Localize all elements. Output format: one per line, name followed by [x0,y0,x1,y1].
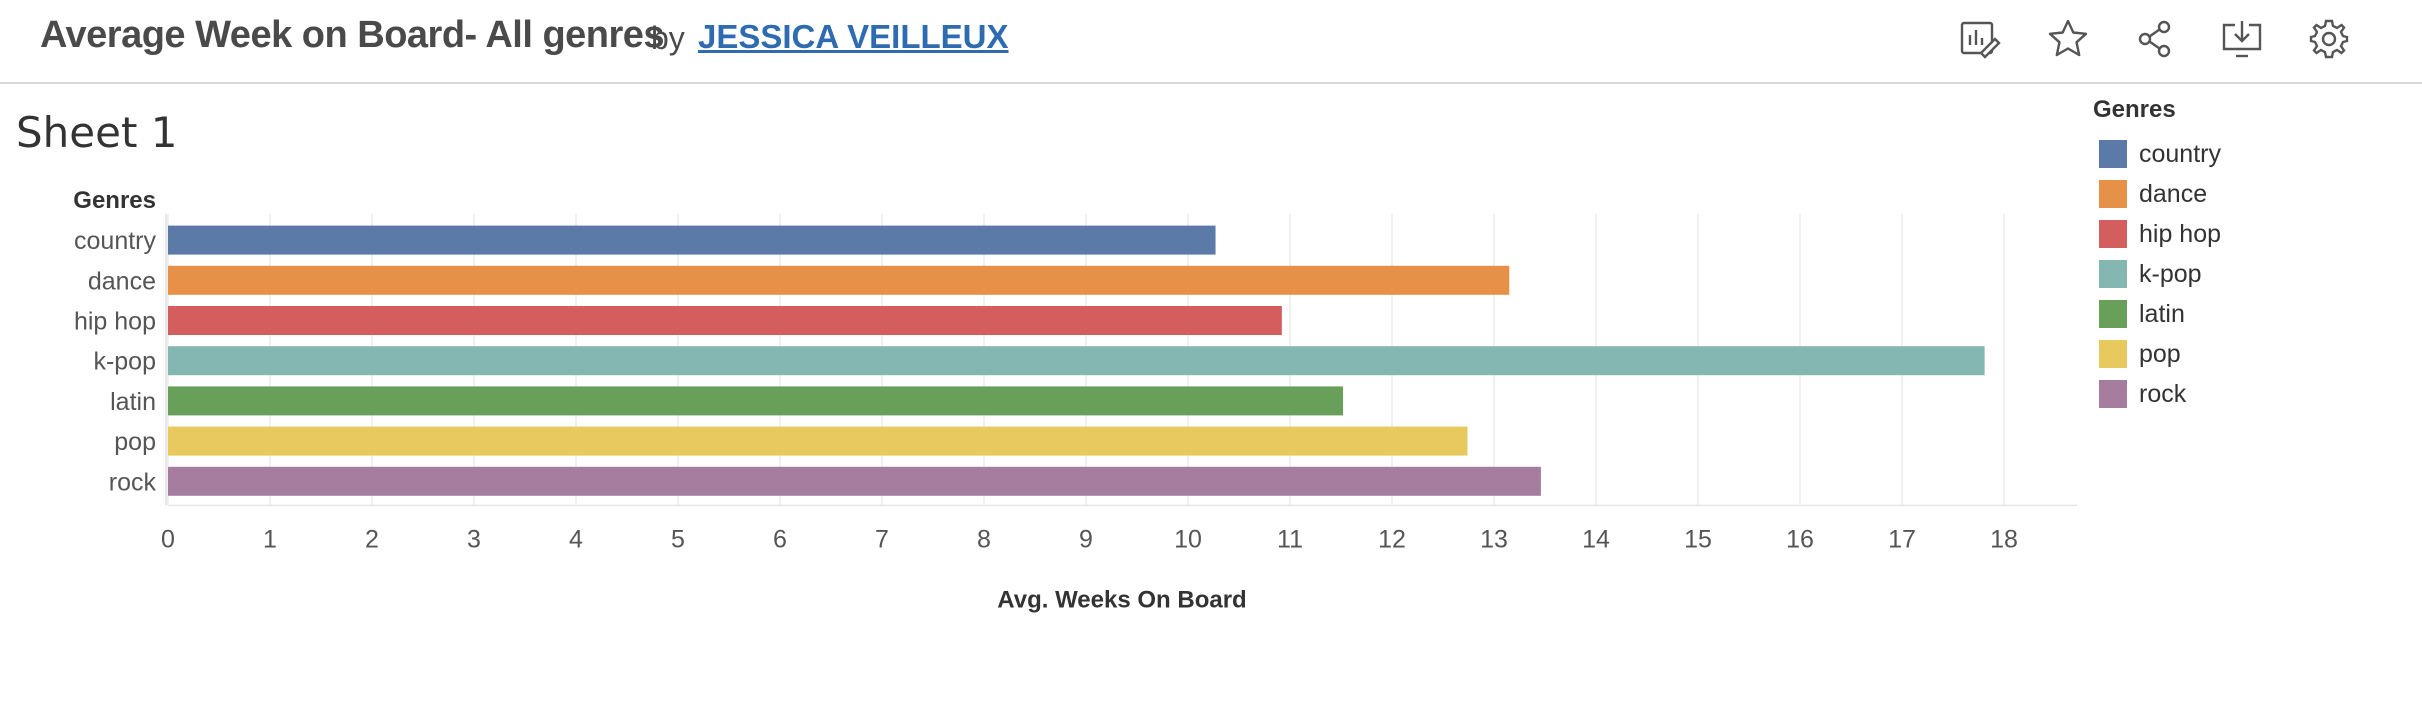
legend-swatch [2099,340,2127,368]
x-tick-label: 9 [1079,525,1093,553]
x-tick-label: 0 [161,525,175,553]
edit-metrics-icon[interactable] [1958,17,2002,61]
bar-dance[interactable] [168,265,1510,295]
author-link[interactable]: JESSICA VEILLEUX [698,18,1009,55]
legend: Genres country dance hip hop k-pop latin pop r… [2093,96,2221,414]
bar-latin[interactable] [168,386,1344,416]
x-tick-label: 11 [1277,525,1303,553]
legend-swatch [2099,180,2127,208]
legend-label: hip hop [2139,219,2222,248]
x-tick-label: 1 [263,525,277,553]
bar-chart: Genres country dance hip hop k-pop latin pop ro… [73,187,2077,613]
legend-item-pop[interactable]: pop [2093,334,2221,374]
legend-item-hip-hop[interactable]: hip hop [2093,214,2221,254]
x-tick-label: 17 [1888,525,1916,553]
x-tick-label: 8 [977,525,991,553]
y-tick-label: dance [88,267,156,295]
y-tick-label: latin [110,388,156,416]
legend-item-k-pop[interactable]: k-pop [2093,254,2221,294]
sheet-title: Sheet 1 [16,108,178,157]
legend-swatch [2099,380,2127,408]
legend-item-latin[interactable]: latin [2093,294,2221,334]
y-tick-label: rock [109,468,157,496]
x-tick-label: 4 [569,525,583,553]
x-tick-label: 6 [773,525,787,553]
legend-item-rock[interactable]: rock [2093,374,2221,414]
bar-hip-hop[interactable] [168,306,1282,335]
legend-swatch [2099,140,2127,168]
legend-label: rock [2139,379,2187,408]
x-tick-label: 2 [365,525,379,553]
legend-label: k-pop [2139,259,2202,288]
settings-gear-icon[interactable] [2307,17,2351,61]
download-icon[interactable] [2220,17,2264,61]
x-tick-label: 5 [671,525,685,553]
legend-swatch [2099,260,2127,288]
x-tick-label: 13 [1480,525,1508,553]
x-tick-label: 15 [1684,525,1712,553]
x-axis-title: Avg. Weeks On Board [997,586,1246,613]
legend-label: latin [2139,299,2185,328]
favorite-star-icon[interactable] [2046,17,2090,61]
x-tick-label: 16 [1786,525,1814,553]
y-tick-label: country [74,227,156,255]
legend-item-dance[interactable]: dance [2093,174,2221,214]
viz-title: Average Week on Board- All genres [40,14,665,56]
dashboard-toolbar: Average Week on Board- All genres by JES… [0,0,2422,84]
y-axis-title: Genres [73,187,156,214]
legend-label: dance [2139,179,2208,208]
x-tick-label: 12 [1378,525,1406,553]
bar-country[interactable] [168,225,1216,255]
y-tick-label: hip hop [74,308,156,336]
share-icon[interactable] [2133,17,2177,61]
x-tick-label: 7 [875,525,889,553]
y-tick-label: k-pop [93,348,156,376]
legend-label: pop [2139,339,2181,368]
bar-pop[interactable] [168,426,1468,456]
y-tick-label: pop [114,428,156,456]
x-tick-label: 3 [467,525,481,553]
legend-title: Genres [2093,96,2176,123]
x-tick-label: 18 [1990,525,2018,553]
author-prefix: by [651,20,685,56]
bar-rock[interactable] [168,466,1541,496]
legend-swatch [2099,300,2127,328]
legend-item-country[interactable]: country [2093,134,2221,174]
x-tick-label: 14 [1582,525,1610,553]
legend-label: country [2139,139,2221,168]
bar-k-pop[interactable] [168,346,1985,376]
legend-swatch [2099,220,2127,248]
x-tick-label: 10 [1174,525,1202,553]
